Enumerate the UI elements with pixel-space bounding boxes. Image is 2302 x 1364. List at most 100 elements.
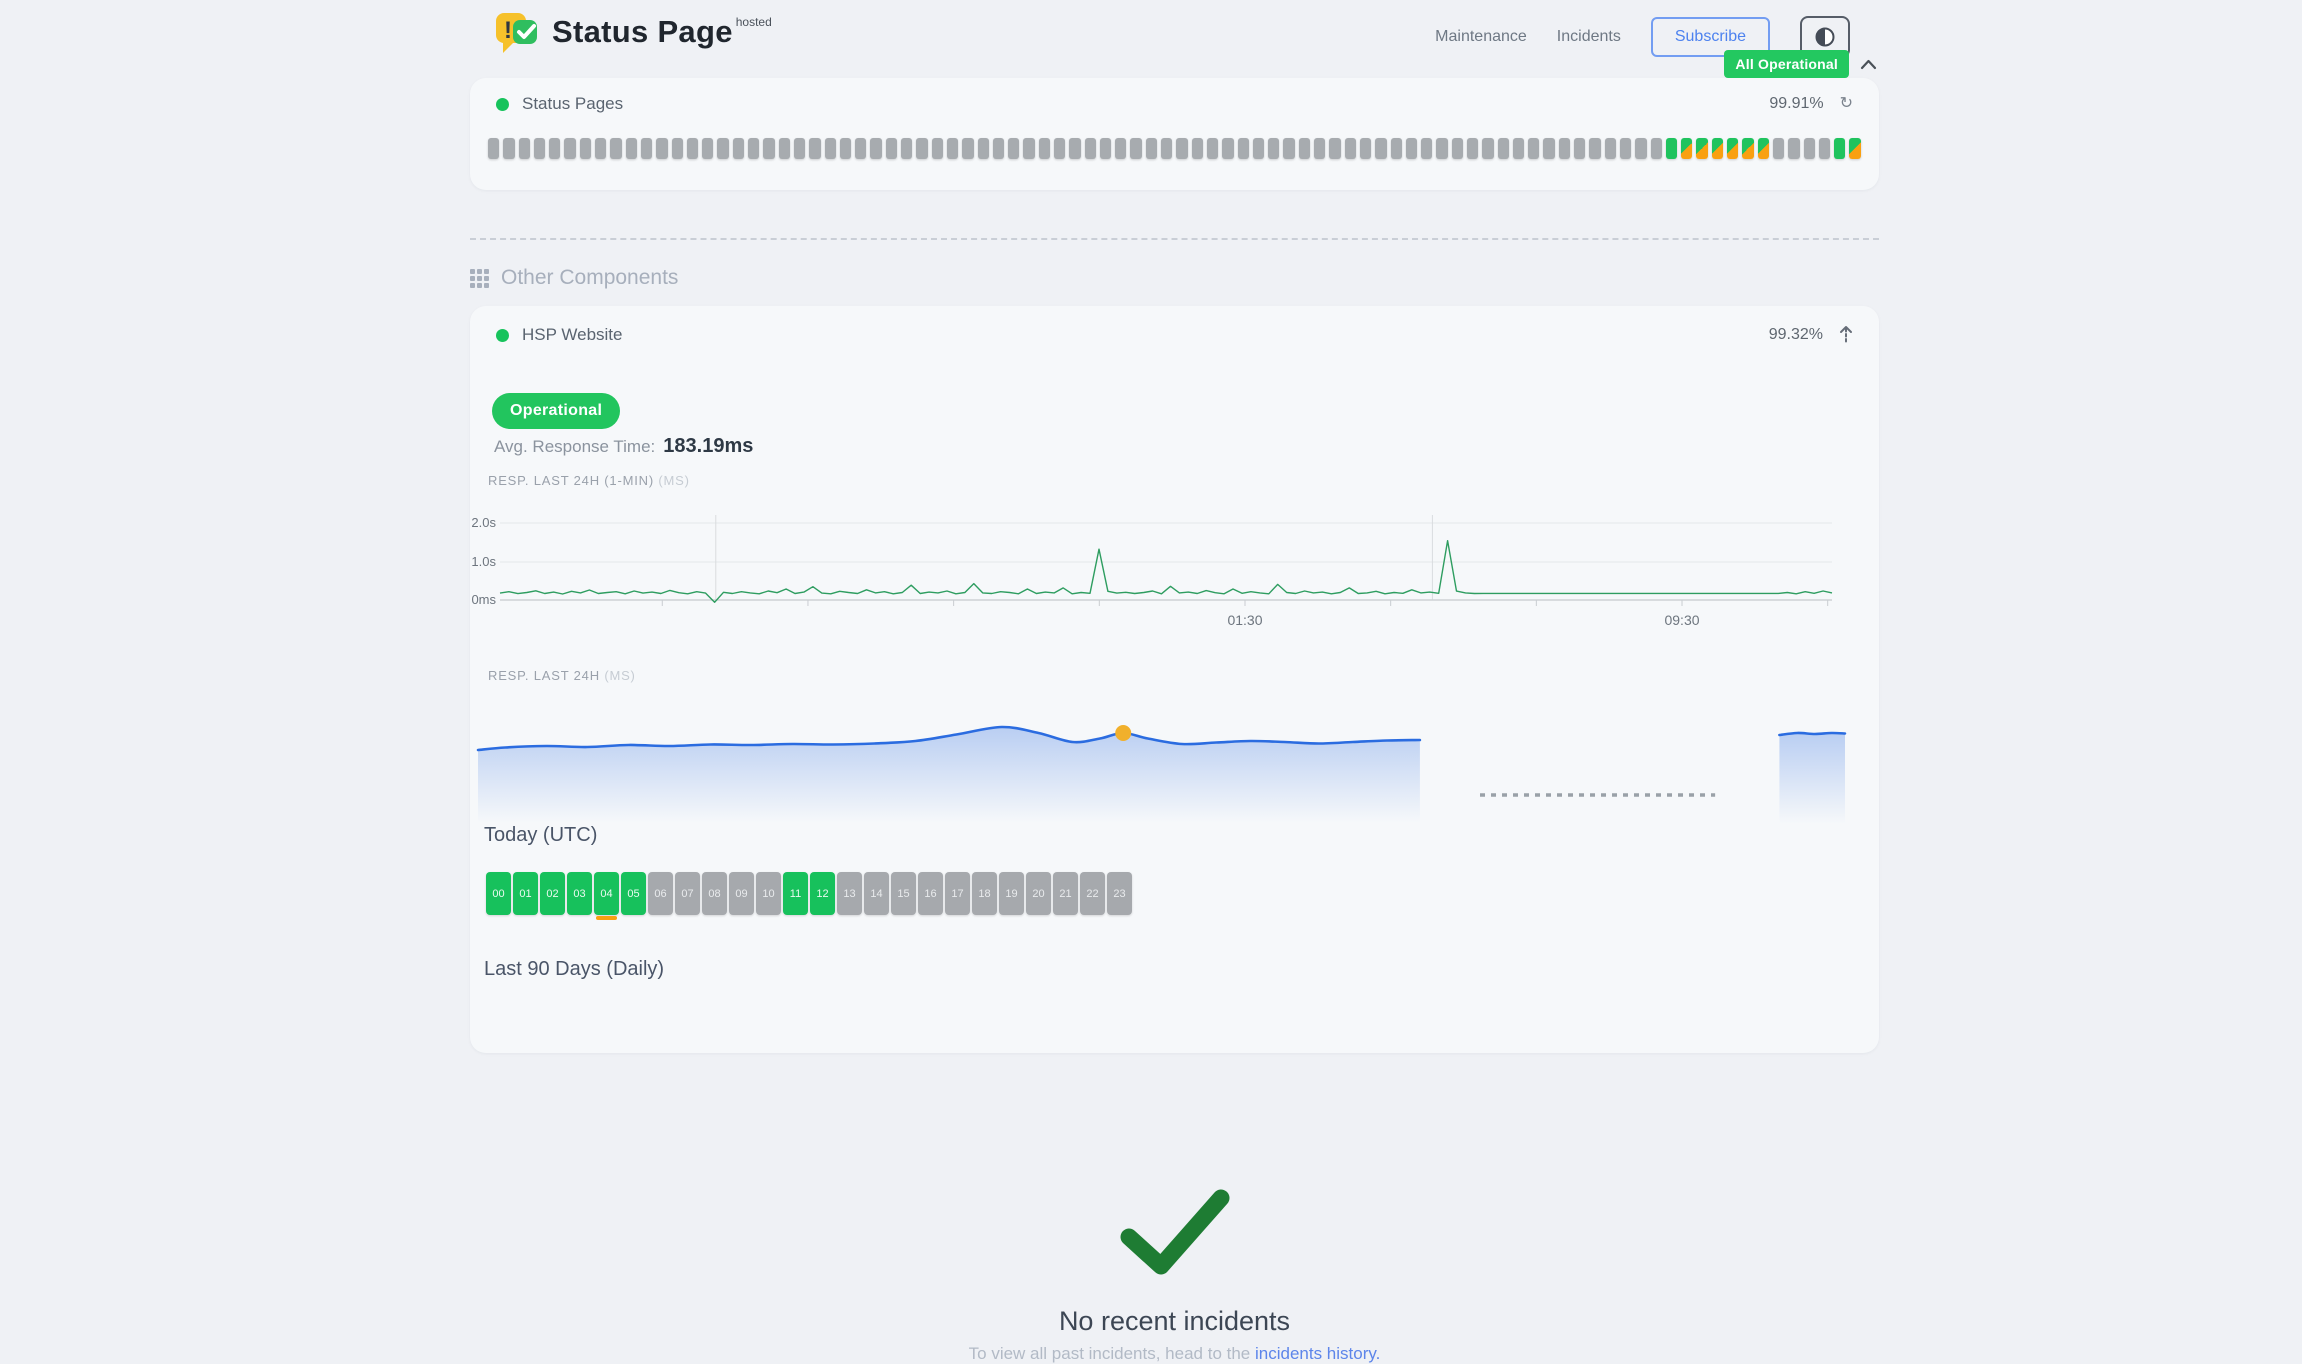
uptime-day-block[interactable] bbox=[855, 138, 867, 159]
hour-block[interactable]: 08 bbox=[702, 872, 727, 915]
uptime-day-block[interactable] bbox=[1390, 138, 1402, 159]
hour-block[interactable]: 09 bbox=[729, 872, 754, 915]
hour-block[interactable]: 15 bbox=[891, 872, 916, 915]
uptime-day-block[interactable] bbox=[962, 138, 974, 159]
uptime-day-block[interactable] bbox=[1635, 138, 1647, 159]
uptime-day-block[interactable] bbox=[946, 138, 959, 159]
uptime-day-block[interactable] bbox=[1849, 138, 1861, 159]
scroll-top-arrow-icon[interactable] bbox=[1839, 324, 1853, 346]
chevron-up-icon[interactable] bbox=[1859, 58, 1878, 71]
uptime-day-block[interactable] bbox=[824, 138, 836, 159]
uptime-day-block[interactable] bbox=[1436, 138, 1448, 159]
uptime-day-block[interactable] bbox=[1482, 138, 1494, 159]
hour-block[interactable]: 19 bbox=[999, 872, 1024, 915]
uptime-day-block[interactable] bbox=[1283, 138, 1295, 159]
uptime-day-block[interactable] bbox=[640, 138, 653, 159]
uptime-day-block[interactable] bbox=[1206, 138, 1219, 159]
uptime-day-block[interactable] bbox=[1222, 138, 1234, 159]
uptime-day-block[interactable] bbox=[885, 138, 898, 159]
uptime-day-block[interactable] bbox=[1558, 138, 1571, 159]
hour-block[interactable]: 02 bbox=[540, 872, 565, 915]
uptime-day-block[interactable] bbox=[1405, 138, 1418, 159]
uptime-day-block[interactable] bbox=[564, 138, 576, 159]
hour-block[interactable]: 00 bbox=[486, 872, 511, 915]
uptime-day-block[interactable] bbox=[1528, 138, 1540, 159]
uptime-day-block[interactable] bbox=[1268, 138, 1280, 159]
uptime-day-block[interactable] bbox=[1467, 138, 1479, 159]
uptime-day-block[interactable] bbox=[1757, 138, 1769, 159]
uptime-day-block[interactable] bbox=[1604, 138, 1616, 159]
hour-block[interactable]: 23 bbox=[1107, 872, 1132, 915]
uptime-day-block[interactable] bbox=[671, 138, 683, 159]
uptime-day-block[interactable] bbox=[1574, 138, 1586, 159]
hour-block[interactable]: 12 bbox=[810, 872, 835, 915]
uptime-day-block[interactable] bbox=[1543, 138, 1555, 159]
hour-block[interactable]: 05 bbox=[621, 872, 646, 915]
uptime-day-block[interactable] bbox=[1650, 138, 1662, 159]
hour-block[interactable]: 03 bbox=[567, 872, 592, 915]
uptime-day-block[interactable] bbox=[656, 138, 668, 159]
uptime-day-block[interactable] bbox=[839, 138, 852, 159]
uptime-day-block[interactable] bbox=[1115, 138, 1127, 159]
uptime-day-block[interactable] bbox=[1161, 138, 1173, 159]
uptime-day-block[interactable] bbox=[1191, 138, 1203, 159]
uptime-day-block[interactable] bbox=[1329, 138, 1341, 159]
subscribe-button[interactable]: Subscribe bbox=[1650, 17, 1770, 57]
uptime-day-block[interactable] bbox=[1681, 138, 1693, 159]
uptime-day-block[interactable] bbox=[1359, 138, 1372, 159]
uptime-day-block[interactable] bbox=[1451, 138, 1463, 159]
uptime-day-block[interactable] bbox=[1803, 138, 1815, 159]
uptime-day-block[interactable] bbox=[1298, 138, 1311, 159]
hour-block[interactable]: 01 bbox=[513, 872, 538, 915]
uptime-day-block[interactable] bbox=[1512, 138, 1525, 159]
uptime-day-block[interactable] bbox=[732, 138, 745, 159]
uptime-day-block[interactable] bbox=[1130, 138, 1142, 159]
uptime-day-block[interactable] bbox=[1176, 138, 1188, 159]
nav-maintenance[interactable]: Maintenance bbox=[1435, 28, 1527, 45]
uptime-day-block[interactable] bbox=[1742, 138, 1754, 159]
uptime-day-block[interactable] bbox=[1665, 138, 1678, 159]
uptime-day-block[interactable] bbox=[748, 138, 760, 159]
uptime-day-block[interactable] bbox=[901, 138, 913, 159]
hour-block[interactable]: 21 bbox=[1053, 872, 1078, 915]
uptime-day-block[interactable] bbox=[625, 138, 637, 159]
uptime-day-block[interactable] bbox=[1053, 138, 1066, 159]
uptime-day-block[interactable] bbox=[1084, 138, 1096, 159]
uptime-day-block[interactable] bbox=[1069, 138, 1081, 159]
hour-block[interactable]: 10 bbox=[756, 872, 781, 915]
brand-logo[interactable]: ! Status Page hosted bbox=[496, 10, 772, 54]
uptime-day-block[interactable] bbox=[931, 138, 943, 159]
uptime-day-block[interactable] bbox=[1375, 138, 1387, 159]
uptime-day-block[interactable] bbox=[870, 138, 882, 159]
uptime-day-block[interactable] bbox=[1497, 138, 1509, 159]
uptime-day-block[interactable] bbox=[1421, 138, 1433, 159]
uptime-day-block[interactable] bbox=[549, 138, 561, 159]
uptime-day-block[interactable] bbox=[1344, 138, 1356, 159]
uptime-day-block[interactable] bbox=[518, 138, 530, 159]
uptime-day-block[interactable] bbox=[579, 138, 592, 159]
incidents-history-link[interactable]: incidents history. bbox=[1254, 1344, 1381, 1363]
uptime-day-block[interactable] bbox=[1696, 138, 1708, 159]
uptime-day-block[interactable] bbox=[992, 138, 1005, 159]
uptime-day-block[interactable] bbox=[1619, 138, 1632, 159]
uptime-day-block[interactable] bbox=[1252, 138, 1265, 159]
uptime-day-block[interactable] bbox=[977, 138, 989, 159]
hour-block[interactable]: 14 bbox=[864, 872, 889, 915]
uptime-day-block[interactable] bbox=[610, 138, 622, 159]
hour-block[interactable]: 20 bbox=[1026, 872, 1051, 915]
hour-block[interactable]: 17 bbox=[945, 872, 970, 915]
hour-block[interactable]: 11 bbox=[783, 872, 808, 915]
uptime-day-block[interactable] bbox=[1145, 138, 1158, 159]
uptime-day-block[interactable] bbox=[1834, 138, 1846, 159]
refresh-icon[interactable]: ↻ bbox=[1839, 95, 1853, 112]
uptime-day-block[interactable] bbox=[488, 138, 500, 159]
uptime-day-block[interactable] bbox=[1038, 138, 1050, 159]
hour-block[interactable]: 16 bbox=[918, 872, 943, 915]
uptime-day-block[interactable] bbox=[1818, 138, 1831, 159]
uptime-day-block[interactable] bbox=[1727, 138, 1739, 159]
hour-block[interactable]: 06 bbox=[648, 872, 673, 915]
uptime-day-block[interactable] bbox=[595, 138, 607, 159]
uptime-day-block[interactable] bbox=[702, 138, 714, 159]
hour-block[interactable]: 13 bbox=[837, 872, 862, 915]
hour-block[interactable]: 22 bbox=[1080, 872, 1105, 915]
